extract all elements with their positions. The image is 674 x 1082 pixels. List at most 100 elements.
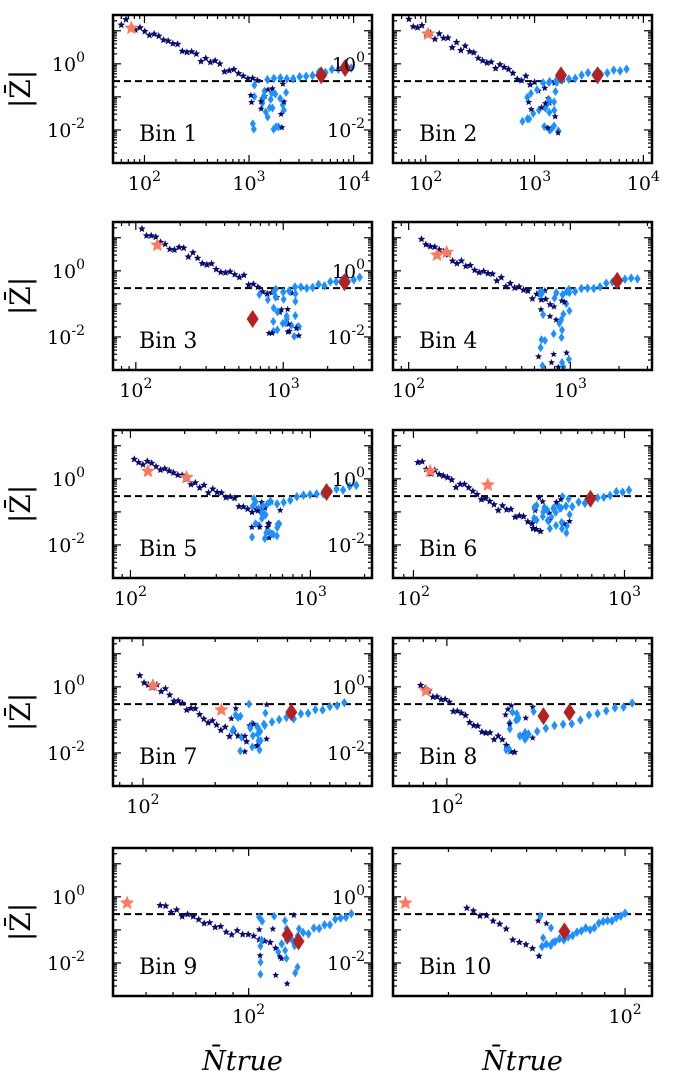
panel-label: Bin 10 bbox=[419, 955, 491, 980]
tick-exponent: -2 bbox=[351, 116, 365, 132]
star-point bbox=[278, 306, 285, 313]
tick-exponent: 3 bbox=[542, 169, 551, 185]
y-tick-label: 10-2 bbox=[327, 323, 365, 349]
star-point bbox=[461, 711, 470, 719]
star-point bbox=[192, 49, 201, 58]
diamond-point bbox=[309, 282, 316, 293]
star-point bbox=[179, 244, 188, 252]
star-point bbox=[498, 735, 507, 743]
diamond-point bbox=[266, 527, 273, 537]
plot-area bbox=[113, 895, 372, 987]
star-point bbox=[502, 505, 511, 513]
diamond-point bbox=[551, 97, 558, 107]
star-point bbox=[147, 459, 156, 467]
star-point bbox=[178, 699, 187, 707]
highlight-star bbox=[423, 463, 438, 478]
star-point bbox=[493, 276, 501, 284]
panel-7: 102 100 10-2 Bin 7 |Z̄| bbox=[3, 636, 374, 818]
star-point bbox=[193, 254, 202, 262]
diamond-point bbox=[282, 945, 289, 955]
star-point bbox=[469, 721, 478, 729]
star-point bbox=[551, 112, 559, 120]
tick-exponent: 3 bbox=[291, 376, 300, 392]
tick-exponent: 3 bbox=[632, 584, 641, 600]
diamond-point bbox=[634, 274, 641, 284]
star-point bbox=[541, 84, 549, 92]
highlight-star bbox=[480, 477, 495, 492]
y-tick-label: 10-2 bbox=[327, 949, 365, 975]
diamond-point bbox=[613, 486, 620, 497]
highlight-diamond bbox=[338, 273, 351, 292]
star-point bbox=[453, 259, 461, 267]
diamond-point bbox=[524, 114, 531, 124]
star-point bbox=[201, 54, 210, 62]
highlight-star bbox=[179, 470, 194, 484]
star-point bbox=[217, 488, 226, 497]
x-tick-label: 102 bbox=[397, 584, 430, 610]
star-point bbox=[416, 681, 425, 689]
y-tick-label: 10-2 bbox=[327, 116, 365, 142]
diamond-point bbox=[560, 935, 568, 945]
star-point bbox=[498, 501, 507, 509]
star-point bbox=[453, 707, 462, 715]
diamond-point bbox=[608, 916, 616, 926]
diamond-point bbox=[519, 116, 526, 126]
x-axis-label: N̄true bbox=[201, 1043, 283, 1077]
star-point bbox=[222, 493, 230, 501]
y-tick-label: 100 bbox=[332, 883, 365, 909]
star-point bbox=[537, 306, 545, 313]
panel-label: Bin 9 bbox=[139, 955, 197, 980]
star-point bbox=[139, 460, 147, 468]
diamond-point bbox=[596, 281, 604, 292]
star-point bbox=[285, 320, 292, 328]
star-point bbox=[543, 919, 550, 927]
star-point bbox=[178, 47, 187, 55]
panel-label: Bin 4 bbox=[419, 329, 477, 354]
diamond-point bbox=[553, 520, 560, 530]
diamond-point bbox=[522, 734, 529, 744]
highlight-star bbox=[124, 20, 139, 35]
highlight-star bbox=[430, 247, 445, 262]
diamond-point bbox=[292, 289, 299, 299]
highlight-diamond bbox=[281, 926, 294, 945]
star-point bbox=[510, 748, 519, 756]
star-point bbox=[457, 708, 466, 717]
star-point bbox=[211, 923, 219, 931]
panel-label: Bin 7 bbox=[139, 745, 197, 770]
tick-exponent: 2 bbox=[151, 792, 160, 808]
highlight-diamond bbox=[563, 703, 576, 722]
star-point bbox=[541, 295, 550, 303]
diamond-point bbox=[328, 64, 336, 75]
diamond-point bbox=[515, 713, 522, 723]
diamond-point bbox=[584, 67, 592, 78]
diamond-point bbox=[272, 292, 279, 302]
star-point bbox=[200, 714, 208, 723]
x-tick-label: 102 bbox=[409, 169, 442, 195]
diamond-point bbox=[611, 703, 619, 713]
x-tick-label: 102 bbox=[609, 1002, 642, 1028]
tick-exponent: -2 bbox=[351, 949, 365, 965]
diamond-point bbox=[249, 532, 256, 542]
panel-2: 102 103 104 100 10-2 Bin 2 bbox=[327, 13, 660, 195]
diamond-point bbox=[565, 74, 573, 84]
star-point bbox=[161, 901, 170, 910]
axes-frame bbox=[111, 636, 374, 788]
star-point bbox=[170, 245, 179, 254]
axes-frame bbox=[391, 13, 654, 165]
diamond-point bbox=[543, 939, 550, 949]
star-point bbox=[566, 517, 573, 525]
tick-exponent: 3 bbox=[578, 376, 587, 392]
tick-exponent: 0 bbox=[76, 50, 85, 66]
diamond-point bbox=[559, 719, 567, 730]
diamond-point bbox=[261, 720, 268, 731]
star-point bbox=[249, 932, 258, 940]
diamond-point bbox=[539, 287, 546, 297]
diamond-point bbox=[565, 354, 572, 364]
star-point bbox=[271, 944, 280, 952]
star-point bbox=[227, 715, 235, 722]
diamond-point bbox=[547, 940, 554, 951]
star-point bbox=[494, 506, 502, 514]
star-point bbox=[226, 267, 234, 275]
y-tick-label: 100 bbox=[332, 50, 365, 76]
